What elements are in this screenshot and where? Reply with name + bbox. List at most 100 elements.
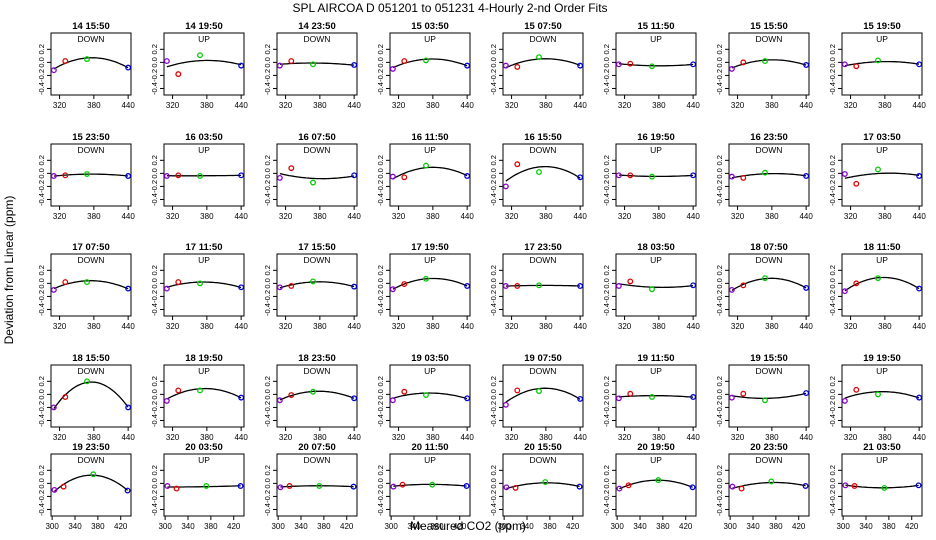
y-tick-label: 0.2 [376,376,385,386]
data-point [502,62,509,69]
y-tick-label: -0.2 [37,69,46,82]
panel-direction-tag: UP [198,255,210,265]
y-tick-label: -0.2 [150,180,159,193]
y-tick-label: -0.4 [263,193,272,206]
x-tick-label: 300 [723,522,737,531]
panel: 15 15:50 DOWN -0.4-0.2 0.0 0.2 320 380 440 [715,21,813,110]
data-point [163,285,170,292]
x-tick-label: 300 [45,522,59,531]
y-tick-label: -0.2 [37,401,46,414]
panel: 19 03:50 UP -0.4-0.2 0.0 0.2 320 380 440 [376,353,474,442]
data-point [502,401,509,408]
data-point [125,173,132,179]
x-tick-label: 320 [505,212,519,221]
panel-direction-tag: UP [650,145,662,155]
y-tick-label: 0.0 [715,478,724,488]
y-tick-label: 0.2 [602,376,611,386]
fit-curve [279,172,355,180]
x-tick-label: 440 [799,433,813,442]
y-tick-label: -0.4 [263,414,272,427]
y-tick-label: -0.2 [263,69,272,82]
panel-frame [841,253,923,317]
data-point [649,394,655,400]
x-tick-label: 440 [573,322,587,331]
y-tick-label: -0.2 [602,180,611,193]
x-tick-label: 320 [618,433,632,442]
x-tick-label: 320 [618,322,632,331]
data-point [175,387,182,394]
x-tick-label: 440 [460,212,474,221]
panel-direction-tag: UP [198,34,210,44]
y-tick-label: 0.2 [150,265,159,275]
panel: 16 15:50 DOWN -0.4-0.2 0.0 0.2 320 380 440 [489,132,587,221]
y-tick-label: 0.2 [489,44,498,54]
x-tick-label: 380 [91,522,105,531]
data-point [502,283,509,289]
x-tick-label: 380 [87,433,101,442]
x-tick-label: 440 [460,433,474,442]
panel: 20 23:50 DOWN -0.4-0.2 0.0 0.2 300 340 380 420 [715,442,810,531]
data-point [853,180,860,187]
y-tick-label: -0.2 [376,290,385,303]
y-tick-label: -0.4 [376,503,385,516]
panel: 20 19:50 UP -0.4-0.2 0.0 0.2 300 340 380 420 [602,442,697,531]
data-point [164,483,171,489]
y-tick-label: -0.4 [263,303,272,316]
x-tick-label: 340 [859,522,873,531]
data-point [803,173,810,179]
panel-direction-tag: DOWN [530,455,557,465]
y-tick-label: 0.0 [376,168,385,178]
x-tick-label: 320 [844,322,858,331]
x-tick-label: 380 [765,322,779,331]
panel-title: 17 19:50 [411,242,449,253]
x-tick-label: 440 [121,212,135,221]
x-tick-label: 320 [53,322,67,331]
x-tick-label: 300 [497,522,511,531]
panel: 20 15:50 DOWN -0.4-0.2 0.0 0.2 300 340 380 420 [489,442,584,531]
panel-direction-tag: UP [424,255,436,265]
x-tick-label: 440 [799,101,813,110]
panel: 18 19:50 UP -0.4-0.2 0.0 0.2 320 380 440 [150,353,248,442]
x-tick-label: 320 [618,101,632,110]
data-point [464,62,471,69]
y-tick-label: -0.2 [828,490,837,503]
fit-curve [166,387,242,400]
y-tick-label: 0.2 [602,465,611,475]
panel-title: 20 11:50 [412,442,449,453]
x-tick-label: 380 [313,212,327,221]
data-point [916,61,923,68]
y-tick-label: -0.4 [150,303,159,316]
data-point [125,404,132,411]
data-point [916,285,923,292]
x-tick-label: 440 [912,322,926,331]
fit-curve [505,165,581,182]
x-tick-label: 320 [731,212,745,221]
panel-title: 19 23:50 [72,442,110,453]
data-point [51,486,58,493]
panel-direction-tag: DOWN [530,34,557,44]
y-tick-label: -0.2 [828,401,837,414]
panel-direction-tag: DOWN [756,366,783,376]
data-point [875,275,881,282]
x-tick-label: 380 [87,212,101,221]
x-tick-label: 420 [792,522,806,531]
panel: 19 11:50 UP -0.4-0.2 0.0 0.2 320 380 440 [602,353,700,442]
x-tick-label: 380 [765,212,779,221]
y-tick-label: 0.0 [602,389,611,399]
x-tick-label: 320 [844,212,858,221]
data-point [689,484,696,491]
y-tick-label: 0.2 [263,155,272,165]
panel-direction-tag: DOWN [304,255,331,265]
y-tick-label: -0.4 [715,503,724,516]
y-tick-label: 0.0 [263,389,272,399]
data-point [851,483,858,489]
y-tick-label: -0.2 [263,290,272,303]
data-point [536,282,542,289]
panel: 21 03:50 UP -0.4-0.2 0.0 0.2 300 340 380 420 [828,442,923,531]
data-point [125,285,132,292]
panel-frame [50,253,132,317]
data-point [84,279,90,286]
panel-title: 15 15:50 [750,21,788,32]
x-tick-label: 380 [543,522,557,531]
